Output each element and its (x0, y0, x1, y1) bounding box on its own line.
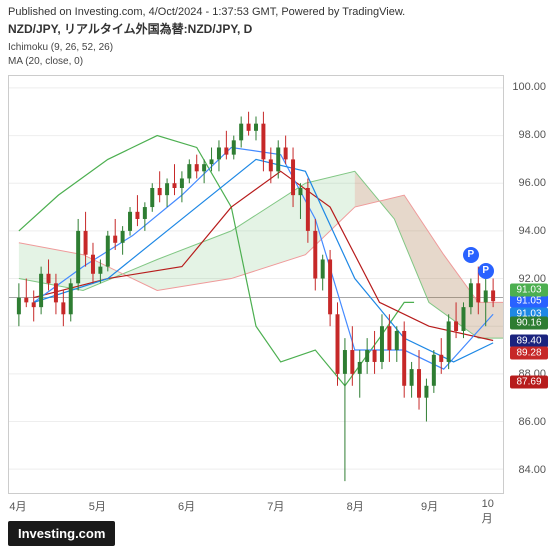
y-tick: 86.00 (518, 416, 546, 428)
y-tick: 98.00 (518, 129, 546, 141)
x-tick: 10月 (482, 498, 497, 526)
y-tick: 100.00 (512, 81, 546, 93)
x-axis: 4月5月6月7月8月9月10月 (8, 498, 504, 518)
price-label: 91.03 (510, 284, 548, 297)
price-label: 90.16 (510, 316, 548, 329)
y-tick: 92.00 (518, 273, 546, 285)
indicator-ichimoku: Ichimoku (9, 26, 52, 26) (8, 41, 542, 55)
pin-marker[interactable]: P (463, 247, 479, 263)
pin-marker[interactable]: P (478, 263, 494, 279)
chart-area[interactable]: PP (8, 75, 504, 494)
x-tick: 4月 (9, 498, 26, 514)
investing-logo[interactable]: Investing.com (8, 521, 115, 546)
y-tick: 84.00 (518, 464, 546, 476)
indicator-ma: MA (20, close, 0) (8, 55, 542, 69)
price-label: 89.28 (510, 346, 548, 359)
x-tick: 6月 (178, 498, 195, 514)
y-tick: 96.00 (518, 177, 546, 189)
y-axis: 84.0086.0088.0090.0092.0094.0096.0098.00… (504, 75, 550, 494)
y-tick: 94.00 (518, 225, 546, 237)
x-tick: 8月 (347, 498, 364, 514)
x-tick: 5月 (89, 498, 106, 514)
x-tick: 7月 (267, 498, 284, 514)
x-tick: 9月 (421, 498, 438, 514)
price-label: 87.69 (510, 375, 548, 388)
chart-title: NZD/JPY, リアルタイム外国為替:NZD/JPY, D (8, 20, 542, 37)
published-text: Published on Investing.com, 4/Oct/2024 -… (8, 6, 542, 18)
